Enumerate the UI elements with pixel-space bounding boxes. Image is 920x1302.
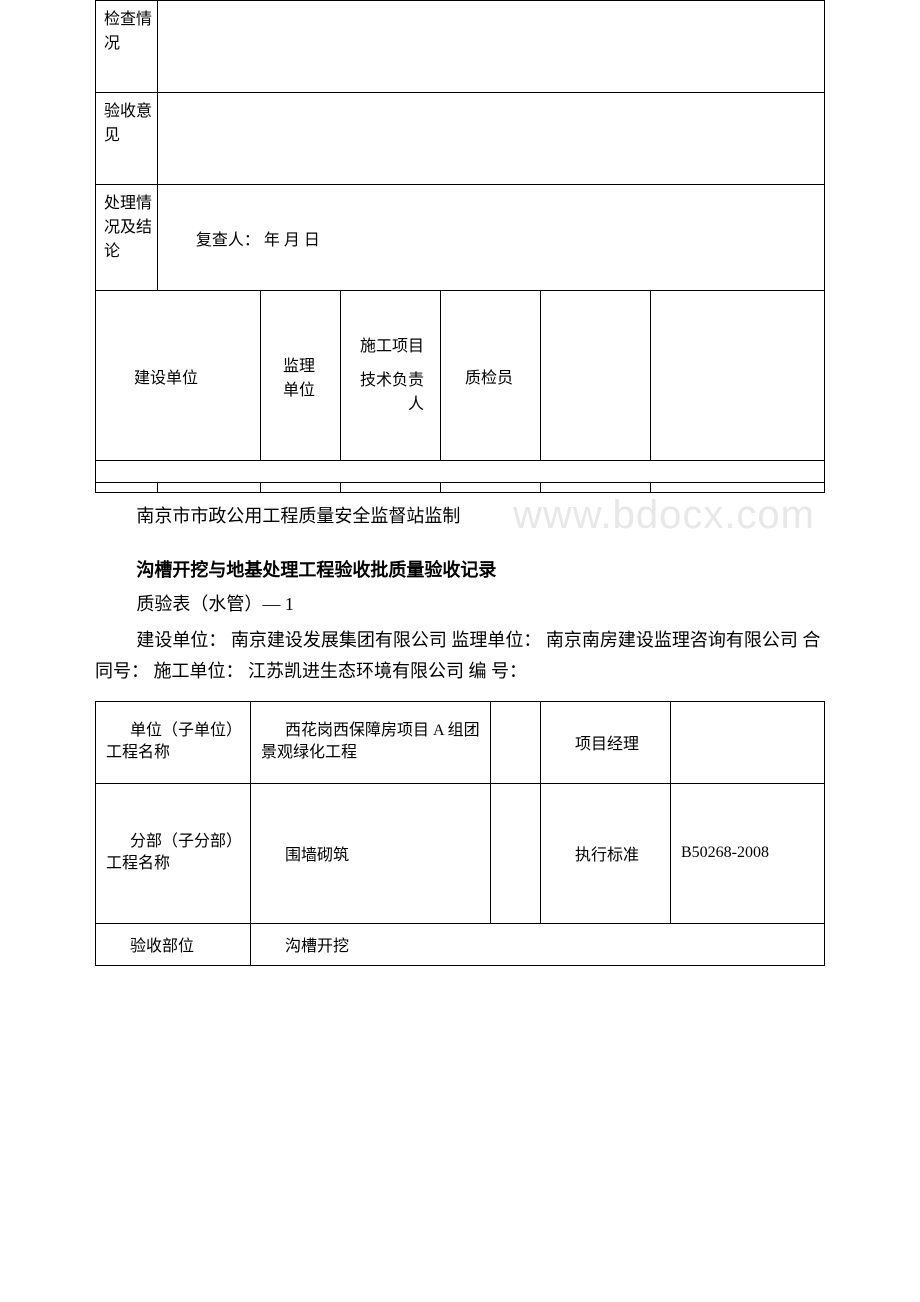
empty-cell-r6-3 [261, 483, 341, 493]
empty-cell-r6-7 [651, 483, 825, 493]
empty-cell-r6-1 [96, 483, 158, 493]
inspection-situation-row: 检查情况 [96, 1, 825, 93]
sub-project-name-label: 分部（子分部）工程名称 [96, 783, 251, 923]
sub-project-name-value: 围墙砌筑 [251, 783, 491, 923]
inspection-table: 检查情况 验收意见 处理情况及结论 复查人： 年 月 日 建设单位 监理单位 施… [95, 0, 825, 493]
construction-unit-label: 建设单位 [106, 364, 198, 388]
standard-value: B50268-2008 [671, 783, 825, 923]
inspection-situation-cell [157, 1, 824, 93]
acceptance-part-value: 沟槽开挖 [251, 923, 825, 965]
project-info-table: 单位（子单位）工程名称 西花岗西保障房项目 A 组团景观绿化工程 项目经理 分部… [95, 701, 825, 966]
supervision-unit-cell: 监理单位 [261, 291, 341, 461]
project-label: 施工项目 [351, 335, 430, 359]
acceptance-opinion-label: 验收意见 [96, 93, 158, 185]
conclusion-text: 复查人： 年 月 日 [157, 185, 824, 291]
standard-label: 执行标准 [541, 783, 671, 923]
sub-project-empty [491, 783, 541, 923]
form-code: 质验表（水管）— 1 [95, 587, 825, 621]
unit-project-empty [491, 701, 541, 783]
tech-leader-label: 技术负责人 [351, 369, 430, 417]
sub-project-row: 分部（子分部）工程名称 围墙砌筑 执行标准 B50268-2008 [96, 783, 825, 923]
empty-cell-r6-2 [157, 483, 260, 493]
watermark-area: www.bdocx.com 南京市市政公用工程质量安全监督站监制 [95, 503, 825, 553]
supervise-line: 南京市市政公用工程质量安全监督站监制 [95, 503, 825, 530]
qc-label: 质检员 [451, 364, 513, 388]
unit-project-name-label: 单位（子单位）工程名称 [96, 701, 251, 783]
signature-row: 建设单位 监理单位 施工项目 技术负责人 质检员 [96, 291, 825, 461]
acceptance-opinion-row: 验收意见 [96, 93, 825, 185]
unit-project-name-value: 西花岗西保障房项目 A 组团景观绿化工程 [251, 701, 491, 783]
acceptance-part-label: 验收部位 [96, 923, 251, 965]
qc-cell: 质检员 [441, 291, 541, 461]
document-page: 检查情况 验收意见 处理情况及结论 复查人： 年 月 日 建设单位 监理单位 施… [0, 0, 920, 1026]
empty-cell-r6-4 [341, 483, 441, 493]
empty-sig-cell-1 [541, 291, 651, 461]
conclusion-row: 处理情况及结论 复查人： 年 月 日 [96, 185, 825, 291]
project-manager-label: 项目经理 [541, 701, 671, 783]
unit-project-row: 单位（子单位）工程名称 西花岗西保障房项目 A 组团景观绿化工程 项目经理 [96, 701, 825, 783]
construction-unit-cell: 建设单位 [96, 291, 261, 461]
empty-row-1 [96, 461, 825, 483]
empty-sig-cell-2 [651, 291, 825, 461]
empty-cell-r6-6 [541, 483, 651, 493]
empty-cell-r6-5 [441, 483, 541, 493]
empty-row-2 [96, 483, 825, 493]
empty-cell-r5 [96, 461, 825, 483]
record-title: 沟槽开挖与地基处理工程验收批质量验收记录 [95, 553, 825, 587]
acceptance-part-row: 验收部位 沟槽开挖 [96, 923, 825, 965]
project-tech-cell: 施工项目 技术负责人 [341, 291, 441, 461]
intro-paragraph: 建设单位： 南京建设发展集团有限公司 监理单位： 南京南房建设监理咨询有限公司 … [95, 625, 825, 686]
acceptance-opinion-cell [157, 93, 824, 185]
supervision-unit-label: 监理单位 [271, 349, 330, 403]
inspection-situation-label: 检查情况 [96, 1, 158, 93]
conclusion-label: 处理情况及结论 [96, 185, 158, 291]
project-manager-value [671, 701, 825, 783]
